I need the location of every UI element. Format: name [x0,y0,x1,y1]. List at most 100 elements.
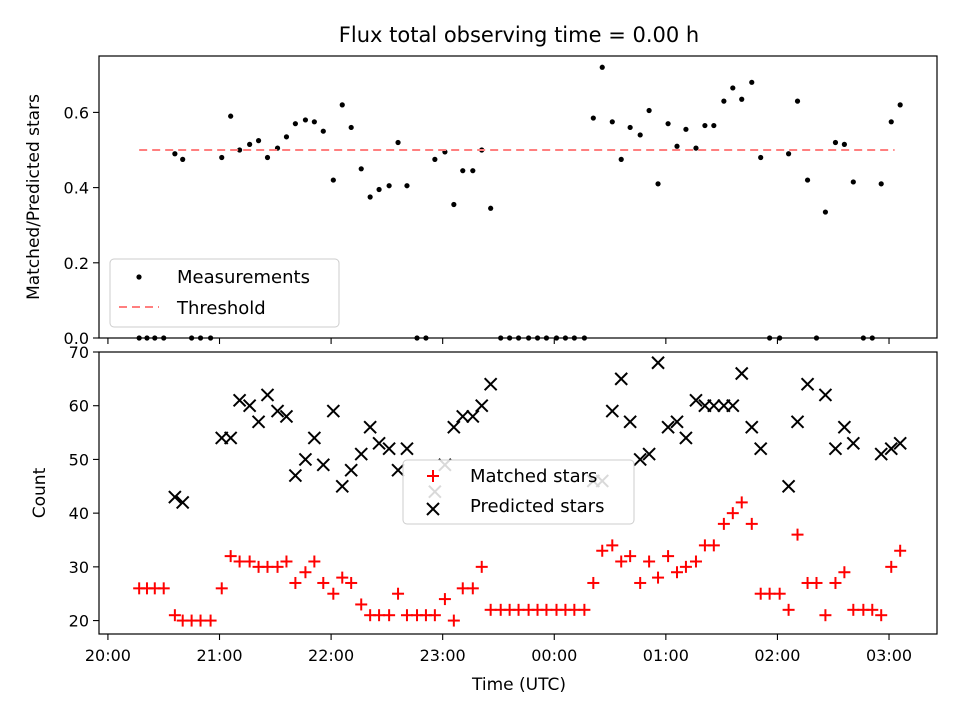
bottom-y-tick-label: 40 [69,504,89,523]
matched-star-point [578,603,591,616]
predicted-star-point [251,415,266,429]
measurement-point [655,181,661,187]
matched-star-point [819,609,832,622]
predicted-star-point [483,377,498,391]
measurement-point [721,98,727,104]
predicted-star-point [846,436,861,451]
predicted-star-point [270,404,285,418]
measurement-point [599,64,605,70]
predicted-star-point [456,409,470,424]
legend-predicted-marker [426,502,440,516]
matched-star-point [400,609,413,622]
legend-measurements-marker [136,274,142,280]
measurement-point [841,141,847,147]
predicted-star-point [614,372,628,386]
predicted-star-point [260,388,275,402]
matched-star-point [763,587,776,600]
predicted-star-point [326,404,341,418]
measurement-point [850,179,856,185]
measurement-point [292,121,298,127]
matched-star-point [634,576,647,589]
measurement-point [376,186,382,193]
measurement-point [247,141,253,147]
bottom-y-axis-label: Count [30,467,50,518]
predicted-star-point [828,441,843,456]
measurement-point [236,147,243,153]
top-axes-frame [98,55,938,339]
bottom-y-axis-label-group: Count [30,467,50,518]
measurement-point [460,168,466,174]
measurement-point [785,151,792,157]
bottom-legend-box [402,459,635,525]
matched-star-point [317,576,330,589]
bottom-y-tick-label: 70 [69,343,89,362]
matched-star-point [456,582,469,595]
matched-star-point [894,544,907,557]
predicted-star-point [168,490,182,504]
predicted-star-point [726,399,740,413]
measurement-point [758,154,764,161]
predicted-star-point [874,447,888,461]
matched-star-point [243,555,256,568]
predicted-star-point [800,377,815,391]
measurement-point [404,183,410,189]
measurement-point [832,139,839,146]
bottom-x-tick-label: 20:00 [85,646,131,665]
measurement-point [609,119,615,125]
measurement-point [730,85,736,91]
matched-star-point [484,603,497,616]
predicted-star-point [689,393,703,408]
chart-title: Flux total observing time = 0.00 h [339,23,699,47]
matched-star-point [233,555,246,568]
predicted-star-point [335,479,349,493]
predicted-star-point [818,388,833,402]
measurement-point [683,126,689,132]
matched-star-point [204,614,217,627]
top-y-tick-label: 0.0 [64,329,89,348]
predicted-star-point [307,431,322,445]
matched-star-point [336,571,349,584]
matched-star-point [512,603,525,616]
predicted-star-point [623,415,637,429]
matched-star-point [299,566,312,579]
predicted-star-point [475,399,489,413]
measurement-point [451,201,457,208]
matched-star-point [271,560,284,573]
matched-star-point [885,560,898,573]
matched-star-point [568,603,581,616]
matched-star-point [615,555,628,568]
matched-star-point [327,587,340,600]
matched-star-point [475,560,488,573]
measurement-point [264,154,271,161]
matched-star-point [587,576,600,589]
predicted-star-point [354,447,368,461]
predicted-star-point [372,436,386,451]
measurement-point [432,156,438,162]
bottom-y-tick-label: 20 [69,612,89,631]
matched-star-point [308,555,321,568]
measurement-point [358,166,364,172]
legend-matched-marker [427,470,439,482]
matched-star-point [735,496,748,509]
matched-star-point [540,603,553,616]
measurement-point [470,168,476,174]
measurement-point [646,107,652,114]
matched-star-point [643,555,656,568]
matched-star-point [652,571,665,584]
predicted-star-point [837,420,852,434]
measurement-point [395,139,401,146]
predicted-star-point [232,393,247,408]
bottom-y-tick-label: 50 [69,450,89,469]
measurement-point [348,124,354,131]
measurement-point [180,156,186,162]
matched-star-point [662,550,675,563]
measurement-point [739,96,745,102]
matched-star-point [875,609,888,622]
measurement-point [386,183,392,189]
measurement-point [339,102,345,108]
predicted-star-point [661,420,675,434]
predicted-star-point [651,356,665,370]
measurement-point [228,113,234,119]
predicted-star-point [633,452,647,467]
